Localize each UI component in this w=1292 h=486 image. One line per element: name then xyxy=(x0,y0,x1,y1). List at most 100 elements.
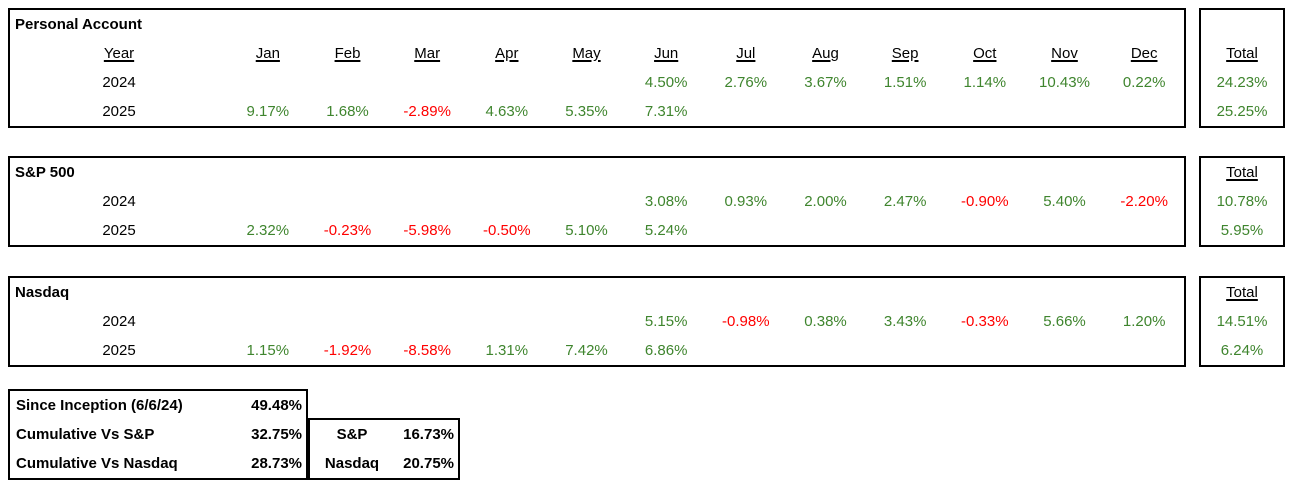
data-row: 2024 5.15% -0.98% 0.38% 3.43% -0.33% 5.66% 1.20… xyxy=(10,307,1184,336)
month-value-cell: 2.47% xyxy=(883,193,927,210)
month-value-cell: 7.31% xyxy=(644,103,688,120)
month-value-cell xyxy=(945,97,1025,126)
month-value-cell: 3.67% xyxy=(804,74,847,91)
total-value-cell: 5.95% xyxy=(1220,222,1264,239)
month-header: Dec xyxy=(1130,45,1158,62)
month-value-cell: 5.24% xyxy=(644,222,688,239)
total-value-cell: 6.24% xyxy=(1220,342,1264,359)
month-header: Mar xyxy=(414,45,441,62)
month-value-cell xyxy=(547,307,627,336)
month-value-cell xyxy=(1104,336,1184,365)
nasdaq-table: Nasdaq 2024 5.15% -0.98% 0.38% 3.43% -0.33% 5.6… xyxy=(8,276,1285,367)
benchmark-value: 20.75% xyxy=(403,455,454,472)
month-value-cell: -5.98% xyxy=(403,222,451,239)
benchmark-row-sp: S&P 16.73% xyxy=(310,420,458,449)
month-value-cell: 1.15% xyxy=(246,342,290,359)
month-value-cell: 0.93% xyxy=(724,193,768,210)
month-value-cell: 10.43% xyxy=(1039,74,1090,91)
total-value-cell: 14.51% xyxy=(1216,313,1268,330)
total-box: Total 24.23% 25.25% xyxy=(1199,8,1285,128)
month-value-cell xyxy=(467,307,547,336)
month-header: Sep xyxy=(891,45,919,62)
main-box: Personal Account Year Jan Feb Mar Apr May Jun Ju… xyxy=(8,8,1186,128)
month-value-cell: -0.33% xyxy=(961,313,1009,330)
month-value-cell xyxy=(308,307,388,336)
month-value-cell xyxy=(1025,216,1105,245)
summary-section: Since Inception (6/6/24) 49.48% Cumulati… xyxy=(8,389,1285,480)
month-value-cell: 4.50% xyxy=(644,74,688,91)
month-value-cell xyxy=(706,336,786,365)
data-row: 2025 2.32% -0.23% -5.98% -0.50% 5.10% 5.24% xyxy=(10,216,1184,245)
total-header: Total xyxy=(1226,284,1258,301)
personal-account-table: Personal Account Year Jan Feb Mar Apr May Jun Ju… xyxy=(8,8,1285,128)
month-header: Jul xyxy=(736,45,756,62)
month-value-cell xyxy=(308,68,388,97)
month-header: Jun xyxy=(654,45,679,62)
data-row: 2024 3.08% 0.93% 2.00% 2.47% -0.90% 5.40% -2.20… xyxy=(10,187,1184,216)
data-row: 2025 9.17% 1.68% -2.89% 4.63% 5.35% 7.31% xyxy=(10,97,1184,126)
summary-value: 28.73% xyxy=(251,455,302,472)
month-value-cell xyxy=(865,336,945,365)
benchmark-label: Nasdaq xyxy=(324,455,380,472)
data-row: 2024 4.50% 2.76% 3.67% 1.51% 1.14% 10.43% 0.22% xyxy=(10,68,1184,97)
year-header: Year xyxy=(103,45,135,62)
total-header: Total xyxy=(1226,164,1258,181)
summary-row-vs-nasdaq: Cumulative Vs Nasdaq 28.73% xyxy=(10,449,306,478)
total-box: Total 10.78% 5.95% xyxy=(1199,156,1285,247)
month-header: Aug xyxy=(812,45,839,62)
sp500-table: S&P 500 2024 3.08% 0.93% 2.00% 2.47% -0.90% 5.4… xyxy=(8,156,1285,247)
total-header: Total xyxy=(1226,45,1258,62)
month-value-cell xyxy=(308,187,388,216)
year-cell: 2024 xyxy=(102,313,136,330)
total-value-cell: 24.23% xyxy=(1216,74,1268,91)
month-value-cell: 1.14% xyxy=(963,74,1007,91)
month-value-cell xyxy=(1025,336,1105,365)
month-value-cell: 2.76% xyxy=(724,74,768,91)
total-value-cell: 25.25% xyxy=(1216,103,1268,120)
month-value-cell: 2.00% xyxy=(804,193,847,210)
table-title: Personal Account xyxy=(15,16,142,33)
month-value-cell xyxy=(786,97,866,126)
month-value-cell: -0.50% xyxy=(483,222,531,239)
month-header: Oct xyxy=(973,45,997,62)
table-title: Nasdaq xyxy=(15,284,70,301)
month-value-cell: 1.20% xyxy=(1122,313,1166,330)
month-value-cell xyxy=(547,187,627,216)
benchmark-value: 16.73% xyxy=(403,426,454,443)
month-value-cell: 7.42% xyxy=(565,342,608,359)
month-value-cell: 1.31% xyxy=(485,342,529,359)
benchmark-label: S&P xyxy=(336,426,368,443)
month-value-cell xyxy=(706,97,786,126)
main-box: S&P 500 2024 3.08% 0.93% 2.00% 2.47% -0.90% 5.4… xyxy=(8,156,1186,247)
month-value-cell xyxy=(387,307,467,336)
year-cell: 2025 xyxy=(102,222,136,239)
month-value-cell xyxy=(387,187,467,216)
month-value-cell xyxy=(1025,97,1105,126)
month-value-cell: 5.40% xyxy=(1043,193,1086,210)
total-box: Total 14.51% 6.24% xyxy=(1199,276,1285,367)
month-value-cell: -1.92% xyxy=(323,342,372,359)
month-value-cell: 1.68% xyxy=(326,103,369,120)
month-value-cell: 3.08% xyxy=(644,193,688,210)
main-box: Nasdaq 2024 5.15% -0.98% 0.38% 3.43% -0.33% 5.6… xyxy=(8,276,1186,367)
month-value-cell: -0.98% xyxy=(722,313,770,330)
total-spacer xyxy=(1201,10,1283,39)
month-header: Feb xyxy=(334,45,361,62)
month-value-cell xyxy=(945,216,1025,245)
summary-label: Cumulative Vs Nasdaq xyxy=(16,455,178,472)
summary-label: Since Inception (6/6/24) xyxy=(16,397,183,414)
month-value-cell: 9.17% xyxy=(246,103,290,120)
month-value-cell: 4.63% xyxy=(485,103,529,120)
benchmark-row-nasdaq: Nasdaq 20.75% xyxy=(310,449,458,478)
month-value-cell xyxy=(786,216,866,245)
year-cell: 2024 xyxy=(102,193,136,210)
month-value-cell: 0.38% xyxy=(804,313,847,330)
month-header: Nov xyxy=(1051,45,1078,62)
summary-row-inception: Since Inception (6/6/24) 49.48% xyxy=(10,391,306,420)
month-value-cell: -2.20% xyxy=(1120,193,1168,210)
month-value-cell xyxy=(945,336,1025,365)
month-value-cell xyxy=(228,187,308,216)
month-value-cell xyxy=(786,336,866,365)
month-value-cell: -2.89% xyxy=(403,103,451,120)
